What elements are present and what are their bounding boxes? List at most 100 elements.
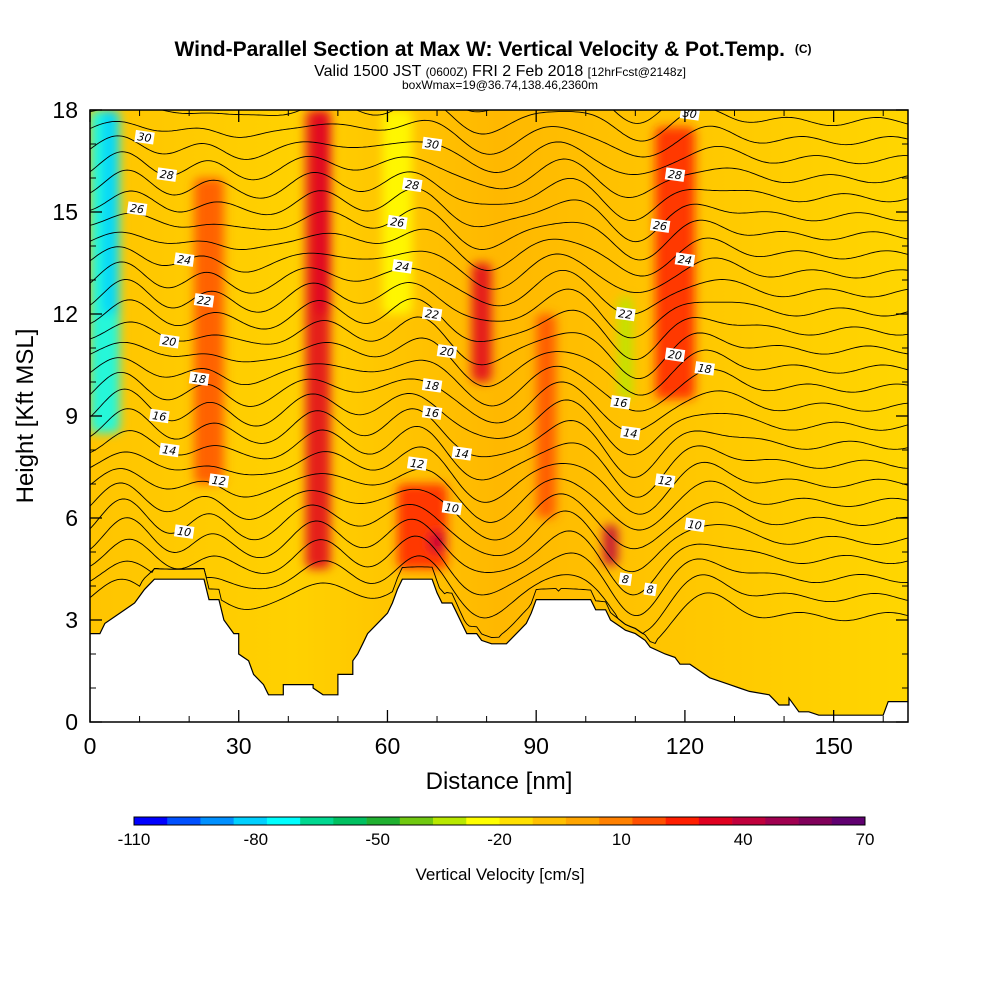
colorbar-label: Vertical Velocity [cm/s] — [415, 865, 584, 884]
contour-label-box — [674, 252, 696, 267]
contour-label: 26 — [389, 215, 405, 230]
contour-label-box — [610, 395, 631, 410]
theta-contour-12 — [90, 498, 908, 573]
contour-label-box — [618, 572, 633, 586]
contour-label: 18 — [191, 372, 207, 387]
y-tick-label: 12 — [52, 301, 78, 327]
contour-label-box — [126, 201, 148, 216]
contour-label: 16 — [424, 406, 440, 421]
colorbar-swatch — [333, 817, 367, 825]
theta-contour-18 — [90, 388, 908, 456]
contour-label: 18 — [424, 378, 440, 393]
chart-title: Wind-Parallel Section at Max W: Vertical… — [174, 38, 811, 61]
contour-label: 10 — [687, 518, 703, 533]
y-tick-label: 3 — [65, 607, 78, 633]
contour-label-box — [664, 167, 686, 182]
contour-label: 16 — [613, 395, 629, 410]
colorbar-frame — [133, 816, 866, 826]
theta-contour-8 — [90, 566, 908, 644]
y-tick-label: 18 — [52, 97, 78, 123]
contour-label-box — [392, 259, 413, 274]
y-tick-label: 15 — [52, 199, 78, 225]
colorbar-swatch — [167, 817, 201, 825]
contour-label: 22 — [618, 307, 634, 322]
colorbar-swatch — [233, 817, 268, 825]
theta-contour-11 — [90, 517, 908, 596]
colorbar-tick-label: 10 — [612, 830, 631, 849]
colorbar-swatch — [599, 817, 633, 825]
colorbar-swatch — [565, 817, 600, 825]
contour-label: 22 — [424, 307, 440, 322]
theta-contour-19 — [90, 371, 908, 432]
theta-contour-27 — [90, 228, 908, 277]
theta-contour-36 — [613, 94, 653, 103]
contour-label-box — [149, 408, 170, 424]
terrain-mask — [90, 578, 908, 722]
contour-label-box — [159, 333, 180, 349]
contour-label: 28 — [404, 178, 420, 193]
velocity-feature — [382, 110, 413, 314]
contour-label: 14 — [454, 446, 470, 461]
velocity-features — [90, 110, 695, 569]
colorbar-swatch — [466, 817, 500, 825]
contour-label-box — [387, 214, 408, 230]
theta-contours — [90, 94, 908, 644]
velocity-feature — [471, 263, 492, 382]
colorbar-swatch — [698, 817, 733, 825]
colorbar-tick-label: -80 — [244, 830, 269, 849]
theta-contour-32 — [90, 135, 908, 175]
colorbar-swatch — [532, 817, 567, 825]
x-tick-label: 30 — [226, 733, 252, 759]
contour-label: 12 — [211, 474, 227, 489]
theta-contour-17 — [90, 408, 908, 478]
colorbar-tick-label: 40 — [734, 830, 753, 849]
contour-label-box — [159, 442, 180, 458]
theta-contour-9 — [90, 555, 908, 635]
theta-contour-24 — [90, 279, 908, 339]
contour-label-box — [649, 218, 671, 233]
contour-label: 12 — [657, 474, 673, 489]
x-tick-label: 60 — [375, 733, 401, 759]
colorbar-swatch — [366, 817, 401, 825]
colorbar: -110 -80 -50 -20 10 40 70 — [118, 816, 875, 849]
contour-label: 26 — [129, 202, 145, 217]
contour-label: 30 — [137, 130, 153, 145]
contour-label-box — [615, 306, 636, 322]
theta-contour-10 — [90, 535, 908, 617]
contour-label-box — [441, 500, 463, 516]
axis-ticks: 0 30 60 90 120 150 0 3 6 9 12 15 18 — [52, 97, 908, 759]
contour-label-box — [654, 473, 676, 488]
colorbar-swatch — [433, 817, 467, 825]
velocity-feature — [429, 531, 445, 552]
contour-label-box — [436, 344, 458, 359]
velocity-feature — [536, 314, 557, 518]
contour-label-box — [643, 582, 657, 597]
contour-label: 18 — [697, 361, 713, 376]
velocity-feature — [603, 524, 618, 566]
colorbar-tick-label: -50 — [365, 830, 390, 849]
colorbar-swatch — [765, 817, 799, 825]
contour-label-box — [684, 517, 706, 533]
contour-label: 14 — [622, 426, 638, 441]
contour-label: 16 — [151, 409, 167, 424]
contour-label: 30 — [424, 137, 440, 152]
contour-label: 10 — [176, 525, 192, 540]
theta-contour-25 — [90, 261, 908, 315]
colorbar-swatch — [665, 817, 700, 825]
contour-label-box — [173, 524, 195, 539]
colorbar-swatch — [632, 817, 666, 825]
colorbar-swatch — [831, 817, 866, 825]
contour-label-box — [694, 361, 715, 376]
colorbar-tick-label: -110 — [118, 830, 151, 849]
contour-label-box — [406, 456, 428, 471]
colorbar-tick-label: -20 — [487, 830, 512, 849]
theta-contour-31 — [90, 151, 908, 198]
contour-label: 26 — [652, 219, 668, 234]
contour-label: 10 — [444, 501, 460, 516]
contour-label: 20 — [439, 344, 455, 359]
theta-contour-15 — [90, 446, 908, 515]
colorbar-tick-label: 70 — [856, 830, 875, 849]
theta-contour-29 — [90, 188, 908, 243]
x-axis-label: Distance [nm] — [426, 768, 573, 795]
